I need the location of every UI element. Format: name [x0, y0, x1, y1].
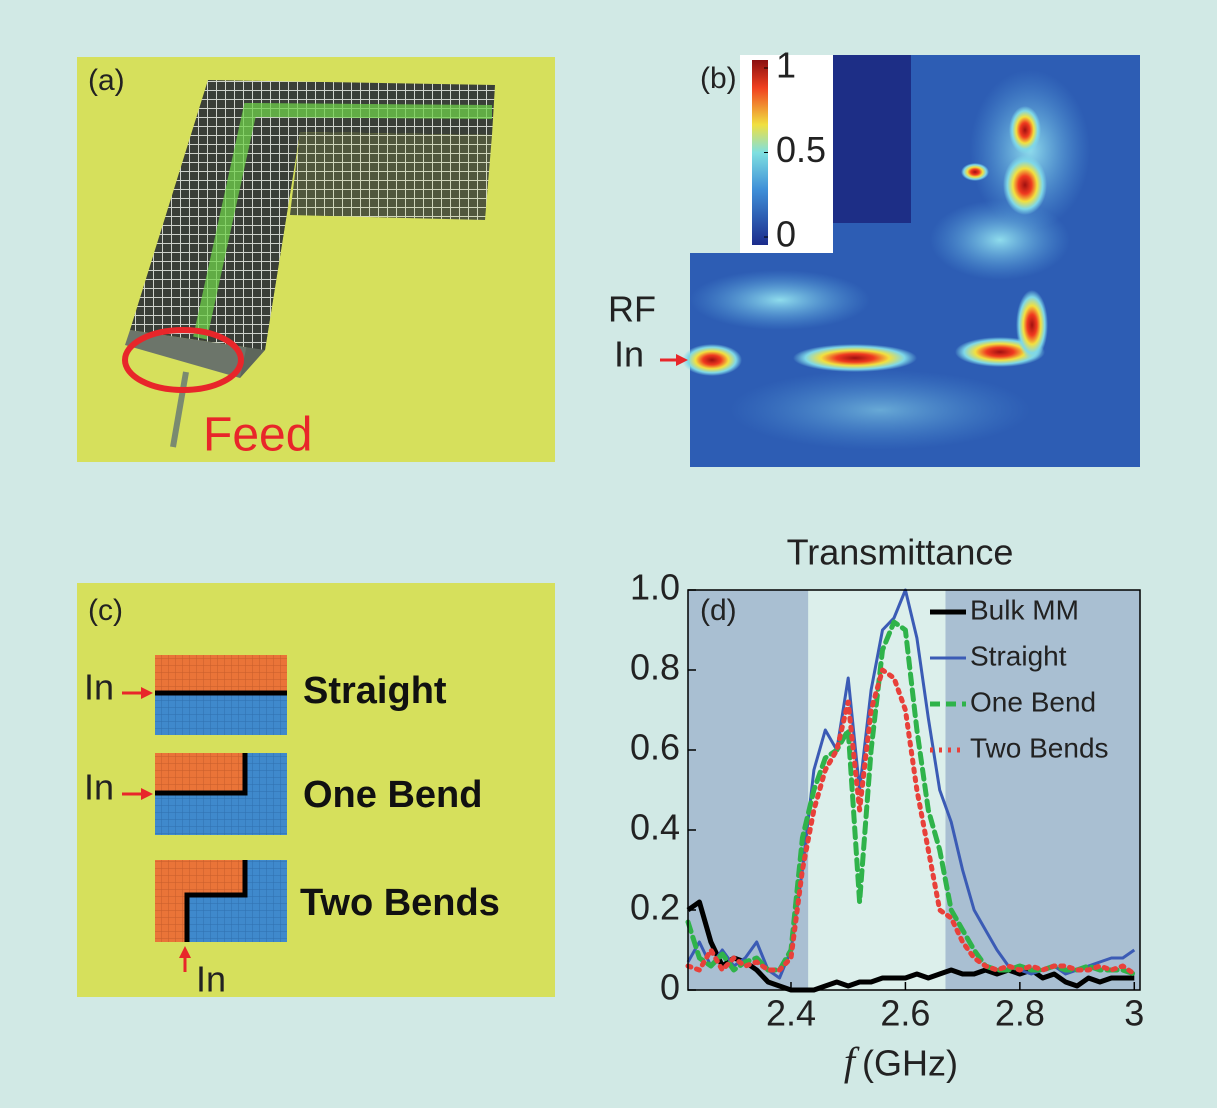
case-label: One Bend [303, 774, 482, 816]
input-label: In [84, 667, 114, 708]
arrow-head [676, 354, 688, 366]
x-axis-unit: (GHz) [862, 1043, 958, 1084]
heat-blob [1003, 155, 1047, 215]
tile [155, 753, 245, 793]
series-line [686, 899, 1135, 993]
panel-c: (c) In In In Straight One Bend Two Bends [77, 583, 555, 1000]
panel-label: (d) [700, 594, 737, 627]
y-tick-label: 1.0 [630, 567, 680, 608]
panel-a: (a) Feed [77, 57, 555, 462]
legend-label: Straight [970, 640, 1067, 671]
panel-label: (a) [88, 64, 125, 97]
mesh-top [130, 80, 495, 350]
colorbar-tick-label: 0 [776, 214, 796, 255]
input-label: RF [608, 289, 656, 330]
case-label: Straight [303, 670, 447, 712]
tile [155, 860, 245, 942]
heat-blob [1009, 106, 1041, 154]
path-line [184, 860, 248, 942]
x-tick-label: 2.4 [766, 993, 816, 1034]
arrow-head [141, 788, 153, 800]
path-line [155, 753, 248, 796]
series-line [685, 667, 1137, 977]
panel-label: (b) [700, 62, 737, 95]
x-tick-label: 2.6 [880, 993, 930, 1034]
panel-label: (c) [88, 594, 123, 627]
y-tick-label: 0.2 [630, 887, 680, 928]
heatmap-dark [833, 55, 911, 223]
heat-blob [961, 163, 989, 181]
chart-title: Transmittance [787, 532, 1014, 573]
colorbar-tick-label: 1 [776, 45, 796, 86]
x-axis-symbol: f [844, 1039, 860, 1084]
mesh-side [290, 132, 492, 220]
panel-b: (b) RF In [608, 55, 1140, 467]
mesh-side [125, 330, 265, 378]
y-tick-label: 0.6 [630, 727, 680, 768]
input-label: In [84, 767, 114, 808]
colorbar [752, 60, 768, 245]
y-tick-label: 0.4 [630, 807, 680, 848]
heat-blob [793, 344, 917, 372]
tile [155, 655, 287, 693]
colorbar-tick-label: 0.5 [776, 129, 826, 170]
y-tick-label: 0.8 [630, 647, 680, 688]
heat-blob [730, 370, 1030, 450]
heat-blob [690, 270, 870, 330]
annotation: Feed [203, 409, 312, 462]
feed-line [170, 371, 189, 448]
heat-blob [682, 344, 742, 376]
input-label: In [196, 959, 226, 1000]
x-tick-label: 2.8 [995, 993, 1045, 1034]
legend-label: Bulk MM [970, 594, 1079, 625]
legend-label: Two Bends [970, 732, 1109, 763]
field-stripe [193, 102, 493, 340]
arrow-head [179, 946, 191, 958]
case-label: Two Bends [300, 882, 500, 924]
feed-circle [122, 327, 244, 393]
panel-d: Transmittance f (GHz) 0 0.2 0.4 0.6 0.8 1.0 2.… [630, 532, 1144, 1085]
arrow-head [141, 687, 153, 699]
shaded-region [945, 590, 1140, 990]
axes-frame [687, 589, 1141, 991]
y-tick-label: 0 [660, 967, 680, 1008]
x-tick-label: 3 [1124, 993, 1144, 1034]
legend-label: One Bend [970, 686, 1096, 717]
input-label: In [614, 334, 644, 375]
heat-blob [1016, 290, 1048, 360]
